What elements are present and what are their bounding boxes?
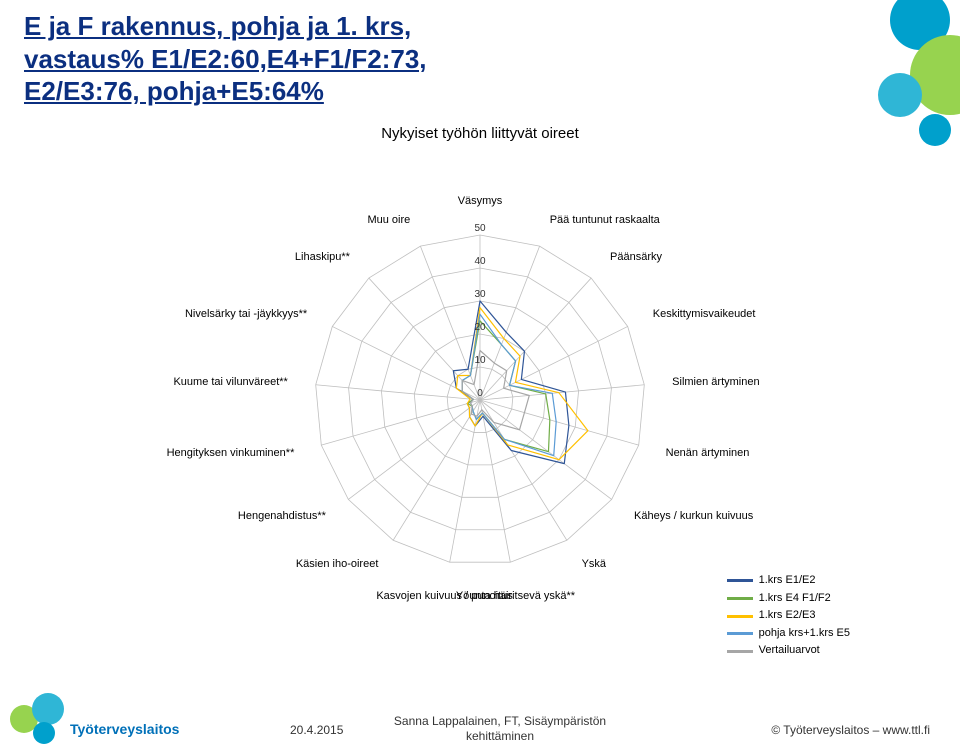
legend-item: 1.krs E1/E2 xyxy=(727,572,850,590)
legend-swatch xyxy=(727,650,753,653)
radar-tick-label: 50 xyxy=(474,223,485,234)
footer-date: 20.4.2015 xyxy=(290,723,343,737)
title-line-3: E2/E3:76, pohja+E5:64% xyxy=(24,76,324,106)
footer-logo-text: Työterveyslaitos xyxy=(70,721,179,737)
slide-title: E ja F rakennus, pohja ja 1. krs, vastau… xyxy=(24,10,427,108)
radar-axis-label: Lihaskipu** xyxy=(295,251,350,263)
radar-axis-label: Päänsärky xyxy=(610,251,662,263)
legend-item: pohja krs+1.krs E5 xyxy=(727,625,850,643)
radar-tick-label: 30 xyxy=(474,289,485,300)
legend-label: pohja krs+1.krs E5 xyxy=(759,625,850,643)
title-line-2: vastaus% E1/E2:60,E4+F1/F2:73, xyxy=(24,44,427,74)
legend-item: Vertailuarvot xyxy=(727,642,850,660)
footer-logo-icon xyxy=(6,689,66,749)
radar-axis-label: Käheys / kurkun kuivuus xyxy=(634,510,753,522)
legend-label: 1.krs E2/E3 xyxy=(759,607,816,625)
radar-tick-label: 40 xyxy=(474,256,485,267)
radar-axis-label: Pää tuntunut raskaalta xyxy=(550,214,660,226)
radar-axis-label: Keskittymisvaikeudet xyxy=(653,308,756,320)
footer-center: Sanna Lappalainen, FT, Sisäympäristön ke… xyxy=(350,714,650,743)
legend-swatch xyxy=(727,632,753,635)
legend-item: 1.krs E4 F1/F2 xyxy=(727,590,850,608)
footer: Työterveyslaitos 20.4.2015 Sanna Lappala… xyxy=(0,685,960,745)
radar-axis-label: Muu oire xyxy=(367,214,410,226)
chart-title: Nykyiset työhön liittyvät oireet xyxy=(0,125,960,142)
legend-swatch xyxy=(727,615,753,618)
radar-axis-label: Hengenahdistus** xyxy=(238,510,326,522)
radar-axis-label: Silmien ärtyminen xyxy=(672,376,759,388)
legend-label: Vertailuarvot xyxy=(759,642,820,660)
footer-copyright: © Työterveyslaitos – www.ttl.fi xyxy=(771,723,930,737)
radar-axis-label: Kuume tai vilunväreet** xyxy=(173,376,287,388)
radar-axis-label: Nivelsärky tai -jäykkyys** xyxy=(185,308,307,320)
radar-chart: 0 10 20 30 40 50 Väsymys Pää tuntunut raskaalta… xyxy=(210,155,750,635)
legend-label: 1.krs E1/E2 xyxy=(759,572,816,590)
radar-axis-label: Väsymys xyxy=(458,195,503,207)
radar-axis-label: Hengityksen vinkuminen** xyxy=(167,447,295,459)
title-line-1: E ja F rakennus, pohja ja 1. krs, xyxy=(24,11,411,41)
legend-label: 1.krs E4 F1/F2 xyxy=(759,590,831,608)
legend-swatch xyxy=(727,579,753,582)
legend-swatch xyxy=(727,597,753,600)
radar-axis-label: Yskä xyxy=(582,558,606,570)
radar-axis-label: Nenän ärtyminen xyxy=(666,447,750,459)
radar-tick-label: 0 xyxy=(477,388,483,399)
chart-legend: 1.krs E1/E21.krs E4 F1/F21.krs E2/E3pohj… xyxy=(727,572,850,660)
radar-tick-label: 20 xyxy=(474,322,485,333)
radar-axis-label: Käsien iho-oireet xyxy=(296,558,379,570)
legend-item: 1.krs E2/E3 xyxy=(727,607,850,625)
radar-axis-label: Kasvojen kuivuus / punoitus xyxy=(376,590,512,602)
radar-tick-label: 10 xyxy=(474,355,485,366)
